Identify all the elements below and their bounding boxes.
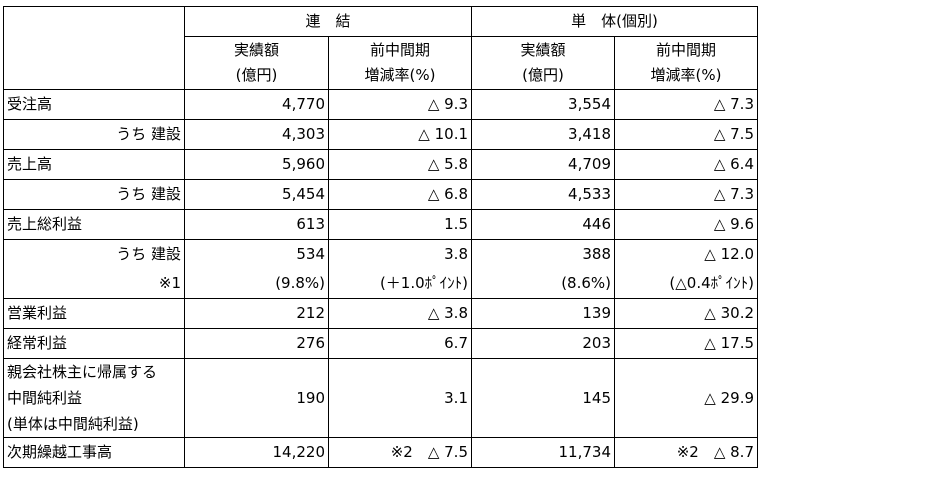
header-consolidated: 連 結 (184, 6, 472, 37)
table-row-backlog: 次期繰越工事高 14,220 ※2 △ 7.5 11,734 ※2 △ 8.7 (3, 437, 758, 468)
table-row-gross-profit-construction: うち 建設 534 3.8 388 △ 12.0 (3, 239, 758, 269)
cell-value: △ 10.1 (328, 119, 472, 150)
cell-value: △ 6.8 (328, 179, 472, 210)
header-amount-label: 実績額 (520, 41, 566, 59)
table-row-gross-profit: 売上総利益 613 1.5 446 △ 9.6 (3, 209, 758, 240)
cell-value: △ 9.3 (328, 89, 472, 120)
cell-value: (9.8%) (184, 269, 329, 299)
financial-results-table: 連 結 単 体(個別) 実績額 (億円) 前中間期 増減率(%) 実績額 (億円… (3, 6, 758, 468)
header-amount-unit: (億円) (235, 66, 278, 84)
row-label: 経常利益 (3, 328, 185, 359)
cell-value: 3,554 (471, 89, 615, 120)
row-label: うち 建設 (3, 119, 185, 150)
header-row-groups: 連 結 単 体(個別) (3, 6, 758, 90)
table-row-operating-profit: 営業利益 212 △ 3.8 139 △ 30.2 (3, 298, 758, 329)
table-row-net-income: 親会社株主に帰属する 中間純利益 (単体は中間純利益) 190 3.1 145 … (3, 358, 758, 438)
cell-value: △ 12.0 (614, 239, 758, 269)
row-label-line: 中間純利益 (7, 389, 83, 407)
row-label: 受注高 (3, 89, 185, 120)
cell-value: △ 9.6 (614, 209, 758, 240)
cell-value: 1.5 (328, 209, 472, 240)
table-row-sales-construction: うち 建設 5,454 △ 6.8 4,533 △ 7.3 (3, 179, 758, 210)
row-label-line: 親会社株主に帰属する (7, 363, 158, 381)
header-change-label: 前中間期 (369, 41, 430, 59)
header-row-columns: 実績額 (億円) 前中間期 増減率(%) 実績額 (億円) 前中間期 増減率(%… (4, 36, 758, 90)
header-amount-unit: (億円) (522, 66, 564, 84)
cell-value: 11,734 (471, 437, 615, 468)
cell-value: 534 (184, 239, 329, 269)
cell-value: 3,418 (471, 119, 615, 150)
cell-value: 5,454 (184, 179, 329, 210)
cell-value: 5,960 (184, 149, 329, 180)
row-label: 売上総利益 (3, 209, 185, 240)
cell-value: 3.8 (328, 239, 472, 269)
cell-value: 4,303 (184, 119, 329, 150)
cell-value: 276 (184, 328, 329, 359)
row-label: うち 建設 (3, 239, 185, 269)
row-label-line: (単体は中間純利益) (7, 415, 139, 433)
header-change-standalone: 前中間期 増減率(%) (614, 36, 758, 90)
row-label: 次期繰越工事高 (3, 437, 185, 468)
cell-value: 6.7 (328, 328, 472, 359)
header-change-consolidated: 前中間期 増減率(%) (328, 36, 472, 90)
cell-value: ※2 △ 7.5 (328, 437, 472, 468)
cell-value: 613 (184, 209, 329, 240)
table-row-gross-margin-note: ※1 (9.8%) (＋1.0ﾎﾟｲﾝﾄ) (8.6%) (△0.4ﾎﾟｲﾝﾄ) (3, 269, 758, 299)
cell-value: △ 5.8 (328, 149, 472, 180)
cell-value: (△0.4ﾎﾟｲﾝﾄ) (614, 269, 758, 299)
header-standalone: 単 体(個別) (471, 6, 758, 37)
cell-value: △ 17.5 (614, 328, 758, 359)
header-change-unit: 増減率(%) (364, 66, 436, 84)
header-amount-standalone: 実績額 (億円) (471, 36, 615, 90)
cell-value: △ 7.5 (614, 119, 758, 150)
row-label: 営業利益 (3, 298, 185, 329)
cell-value: △ 3.8 (328, 298, 472, 329)
cell-value: 139 (471, 298, 615, 329)
cell-value: (＋1.0ﾎﾟｲﾝﾄ) (328, 269, 472, 299)
header-corner-cell (3, 6, 185, 90)
table-row-sales: 売上高 5,960 △ 5.8 4,709 △ 6.4 (3, 149, 758, 180)
row-label: ※1 (3, 269, 185, 299)
cell-value: 190 (184, 358, 329, 438)
cell-value: 203 (471, 328, 615, 359)
cell-value: 4,533 (471, 179, 615, 210)
cell-value: △ 30.2 (614, 298, 758, 329)
cell-value: 4,709 (471, 149, 615, 180)
cell-value: 14,220 (184, 437, 329, 468)
table-row-ordinary-profit: 経常利益 276 6.7 203 △ 17.5 (3, 328, 758, 359)
cell-value: 212 (184, 298, 329, 329)
cell-value: △ 6.4 (614, 149, 758, 180)
cell-value: 446 (471, 209, 615, 240)
row-label: 親会社株主に帰属する 中間純利益 (単体は中間純利益) (3, 358, 185, 438)
header-amount-consolidated: 実績額 (億円) (184, 36, 329, 90)
header-change-unit: 増減率(%) (650, 66, 722, 84)
header-amount-label: 実績額 (233, 41, 279, 59)
cell-value: 145 (471, 358, 615, 438)
table-row-orders: 受注高 4,770 △ 9.3 3,554 △ 7.3 (3, 89, 758, 120)
cell-value: ※2 △ 8.7 (614, 437, 758, 468)
cell-value: 3.1 (328, 358, 472, 438)
cell-value: △ 7.3 (614, 89, 758, 120)
cell-value: 388 (471, 239, 615, 269)
cell-value: △ 7.3 (614, 179, 758, 210)
row-label: うち 建設 (3, 179, 185, 210)
row-label: 売上高 (3, 149, 185, 180)
header-change-label: 前中間期 (655, 41, 716, 59)
cell-value: △ 29.9 (614, 358, 758, 438)
cell-value: 4,770 (184, 89, 329, 120)
cell-value: (8.6%) (471, 269, 615, 299)
table-row-orders-construction: うち 建設 4,303 △ 10.1 3,418 △ 7.5 (3, 119, 758, 150)
